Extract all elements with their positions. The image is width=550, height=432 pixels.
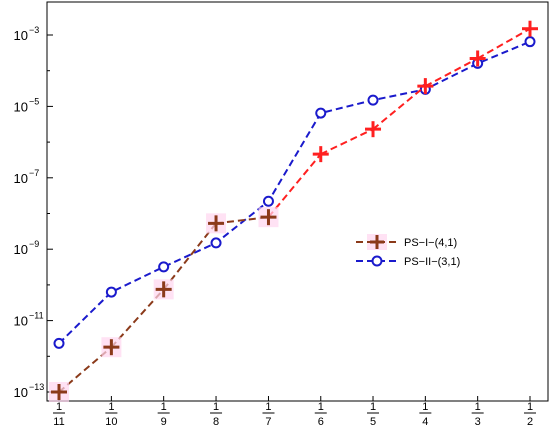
x-tick-numerator: 1 [318,401,324,413]
x-tick-numerator: 1 [527,401,533,413]
legend-item-ps-ii: PS−II−(3,1) [356,255,460,268]
series-ps-i-point [101,337,122,358]
series-ps-ii-point [158,261,170,273]
y-tick-base: 10 [14,28,28,43]
legend: PS−I−(4,1) PS−II−(3,1) [350,233,505,271]
legend-label-ps-ii: PS−II−(3,1) [404,256,460,268]
series-ps-i-point [469,50,486,67]
series-ps-i-segment [320,128,374,156]
series-ps-i-segment [424,57,479,87]
series-ps-i-segment [267,153,322,218]
series-ps-i [49,20,538,402]
y-tick-exponent: −11 [29,311,44,321]
y-tick-exponent: −7 [29,168,39,178]
x-tick-numerator: 1 [422,401,428,413]
x-tick-denominator: 8 [213,416,219,428]
series-ps-i-point [417,78,434,95]
series-ps-i-point [312,146,329,163]
y-tick-base: 10 [14,99,28,114]
x-tick-numerator: 1 [161,401,167,413]
x-tick-numerator: 1 [108,401,114,413]
x-tick-denominator: 5 [370,416,376,428]
x-tick-denominator: 11 [53,416,64,428]
legend-item-ps-i: PS−I−(4,1) [356,234,457,250]
y-tick-base: 10 [14,314,28,329]
series-ps-i-segment [372,85,426,130]
legend-label-ps-i: PS−I−(4,1) [404,237,457,249]
plot-frame [46,1,549,402]
series-ps-ii [53,36,536,349]
x-tick-denominator: 7 [265,416,271,428]
series-ps-ii-line [58,40,531,345]
series-ps-ii-point [105,286,117,298]
x-tick-denominator: 3 [475,416,481,428]
y-tick-exponent: −9 [29,239,39,249]
x-tick-numerator: 1 [213,401,219,413]
x-tick-denominator: 10 [105,416,117,428]
x-tick-denominator: 2 [527,416,533,428]
series-ps-i-point [365,121,382,138]
x-tick-denominator: 4 [422,416,428,428]
y-tick-base: 10 [14,242,28,257]
series-ps-ii-point [367,94,379,106]
series-ps-i-point [206,213,227,234]
x-tick-numerator: 1 [56,401,62,413]
x-tick-numerator: 1 [265,401,271,413]
y-tick-exponent: −13 [29,382,44,392]
series-ps-i-segment [477,27,531,60]
series-ps-ii-point [262,195,274,207]
x-tick-denominator: 9 [161,416,167,428]
x-tick-denominator: 6 [318,416,324,428]
series-ps-i-point [49,382,69,402]
series-ps-ii-point [53,337,65,349]
series-ps-ii-point [315,107,327,119]
series-ps-ii-point [210,237,222,249]
series-ps-i-point [258,207,279,228]
series-ps-i-segment [162,222,217,290]
series-ps-i-point [522,20,538,37]
series-layer [49,20,538,402]
y-tick-base: 10 [14,171,28,186]
y-tick-exponent: −5 [29,96,39,106]
x-tick-numerator: 1 [370,401,376,413]
series-ps-i-point [153,279,174,300]
series-ps-ii-point [524,36,536,48]
y-tick-exponent: −3 [29,25,39,35]
x-tick-numerator: 1 [475,401,481,413]
y-tick-base: 10 [14,385,28,400]
